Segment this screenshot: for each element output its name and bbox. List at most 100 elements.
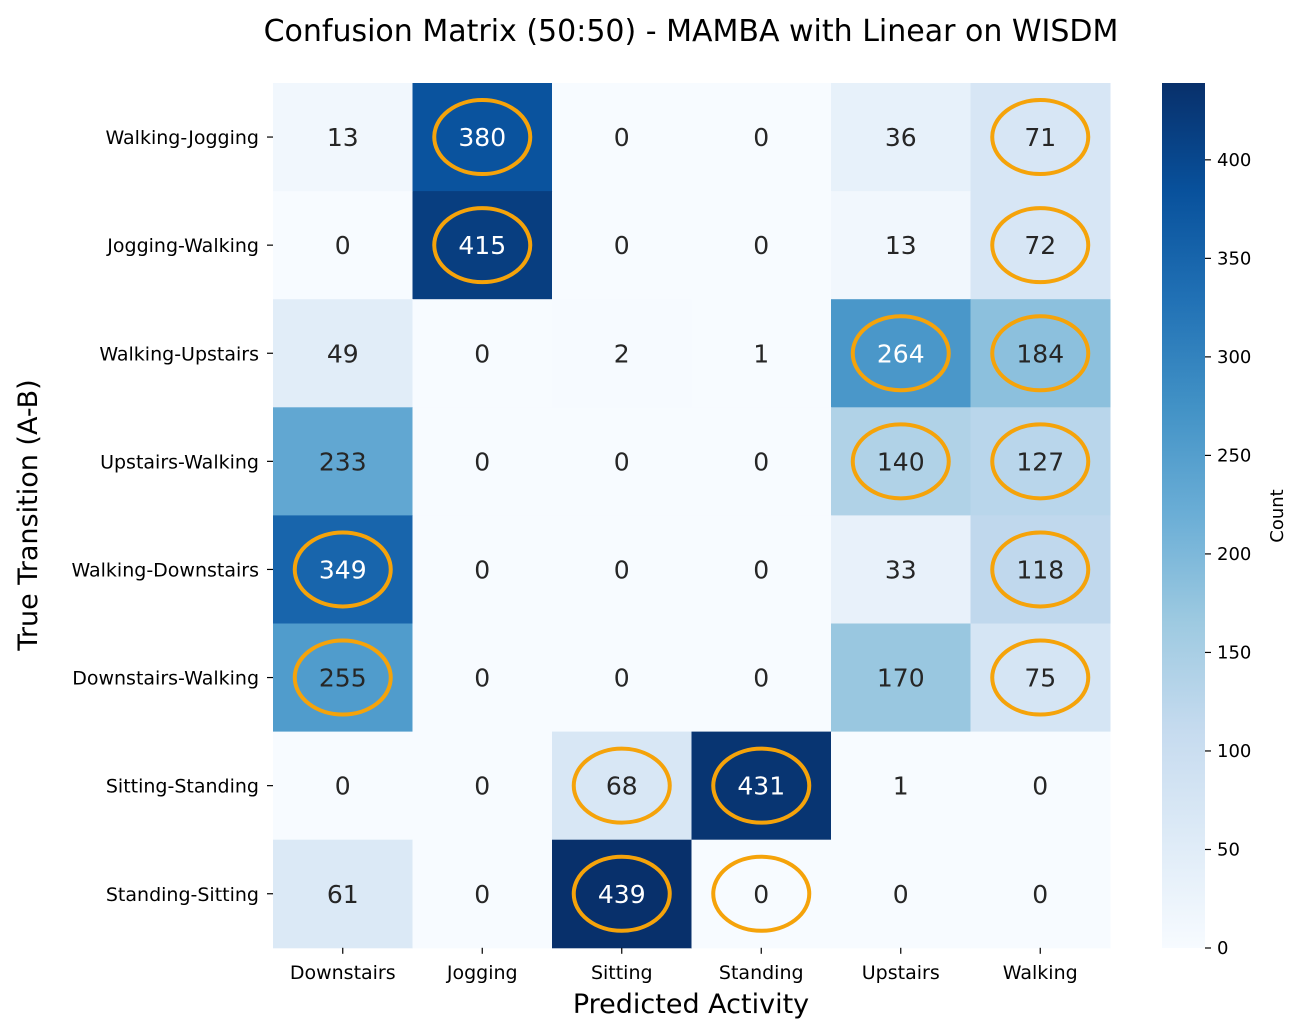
highlight-ellipse — [711, 746, 812, 825]
heatmap-cell — [691, 623, 832, 733]
x-tick-label: Walking — [1003, 962, 1078, 984]
highlight-ellipse — [571, 746, 672, 825]
cell-value-label: 233 — [319, 447, 367, 476]
highlight-ellipse — [990, 314, 1091, 393]
heatmap-cell — [831, 623, 971, 733]
heatmap-cell — [552, 191, 692, 300]
cell-value-label: 0 — [614, 231, 630, 260]
heatmap-cell — [273, 191, 413, 300]
cell-value-label: 127 — [1016, 447, 1064, 476]
cell-value-label: 0 — [614, 123, 630, 152]
heatmap-cell — [970, 731, 1111, 841]
y-tick-label: Walking-Upstairs — [99, 343, 259, 365]
cell-value-label: 0 — [753, 231, 769, 260]
y-tick-label: Downstairs-Walking — [72, 668, 259, 690]
colorbar-label: Count — [1267, 489, 1288, 542]
cell-value-label: 1 — [893, 772, 909, 801]
cell-value-label: 255 — [319, 664, 367, 693]
cell-value-label: 0 — [753, 664, 769, 693]
colorbar-tick-label: 100 — [1217, 741, 1251, 762]
y-tick-label: Standing-Sitting — [106, 884, 259, 906]
cell-value-label: 0 — [1032, 772, 1048, 801]
heatmap-cell — [691, 191, 832, 300]
x-tick-label: Downstairs — [290, 962, 396, 984]
cell-value-label: 36 — [885, 123, 917, 152]
heatmap-cell — [412, 731, 553, 841]
heatmap-cell — [970, 839, 1111, 949]
cell-value-label: 170 — [877, 664, 925, 693]
cell-value-label: 0 — [893, 880, 909, 909]
heatmap-cell — [273, 407, 413, 516]
y-tick-label: Walking-Jogging — [105, 127, 259, 149]
heatmap-cell — [552, 299, 692, 408]
colorbar-ticks: 0 50 100 150 200 250 300 350 400 — [1205, 150, 1251, 959]
highlight-ellipses — [292, 98, 1091, 933]
cell-value-label: 2 — [614, 339, 630, 368]
colorbar-tick-label: 400 — [1217, 150, 1251, 171]
colorbar-tick-label: 350 — [1217, 248, 1251, 269]
heatmap-cell — [831, 731, 971, 841]
heatmap-cell — [552, 407, 692, 516]
cell-value-label: 349 — [319, 555, 367, 584]
heatmap-cell — [691, 83, 832, 192]
highlight-ellipse — [711, 854, 812, 933]
heatmap-cell — [691, 515, 832, 624]
colorbar — [1162, 83, 1205, 948]
cell-value-label: 75 — [1024, 664, 1056, 693]
heatmap-cell — [412, 839, 553, 949]
heatmap-cell — [691, 407, 832, 516]
highlight-ellipse — [292, 530, 393, 609]
heatmap-cell — [412, 623, 553, 733]
cell-value-label: 61 — [327, 880, 359, 909]
heatmap-cell — [552, 623, 692, 733]
cell-value-label: 0 — [614, 664, 630, 693]
cell-value-label: 184 — [1016, 339, 1064, 368]
cell-value-label: 13 — [327, 123, 359, 152]
heatmap-cell — [412, 407, 553, 516]
cell-value-label: 0 — [474, 339, 490, 368]
y-axis-ticks: Walking-Jogging Jogging-Walking Walking-Up… — [71, 127, 273, 906]
y-tick-label: Walking-Downstairs — [71, 559, 259, 581]
cell-value-label: 0 — [614, 555, 630, 584]
cell-value-label: 380 — [458, 123, 506, 152]
colorbar-tick-label: 50 — [1217, 839, 1240, 860]
cell-value-label: 49 — [327, 339, 359, 368]
cell-value-label: 13 — [885, 231, 917, 260]
cell-value-label: 0 — [474, 772, 490, 801]
heatmap-cell — [412, 299, 553, 408]
x-tick-label: Standing — [719, 962, 804, 984]
y-tick-label: Upstairs-Walking — [100, 451, 259, 473]
cell-value-label: 0 — [753, 880, 769, 909]
cell-value-label: 0 — [1032, 880, 1048, 909]
cell-value-label: 415 — [458, 231, 506, 260]
cell-value-label: 0 — [753, 123, 769, 152]
highlight-ellipse — [432, 98, 533, 177]
highlight-ellipse — [990, 98, 1091, 177]
cell-value-label: 0 — [474, 664, 490, 693]
cell-value-label: 1 — [753, 339, 769, 368]
highlight-ellipse — [990, 422, 1091, 501]
heatmap-cell — [412, 515, 553, 624]
highlight-ellipse — [292, 638, 393, 717]
y-tick-label: Sitting-Standing — [106, 776, 259, 798]
highlight-ellipse — [571, 854, 672, 933]
colorbar-tick-label: 300 — [1217, 347, 1251, 368]
x-tick-label: Upstairs — [862, 962, 940, 984]
heatmap-cell — [552, 515, 692, 624]
cell-value-label: 431 — [737, 772, 785, 801]
heatmap-cell — [273, 299, 413, 408]
x-tick-label: Sitting — [591, 962, 653, 984]
x-axis-ticks: Downstairs Jogging Sitting Standing Upstairs… — [290, 947, 1078, 984]
cell-value-label: 0 — [474, 880, 490, 909]
heatmap-cell — [831, 515, 971, 624]
cell-value-label: 118 — [1016, 555, 1064, 584]
cell-value-label: 33 — [885, 555, 917, 584]
heatmap-cell — [273, 839, 413, 949]
y-tick-label: Jogging-Walking — [106, 235, 259, 257]
heatmap-cell — [273, 83, 413, 192]
cell-value-label: 0 — [753, 447, 769, 476]
heatmap-cell — [831, 839, 971, 949]
cell-value-label: 0 — [335, 231, 351, 260]
